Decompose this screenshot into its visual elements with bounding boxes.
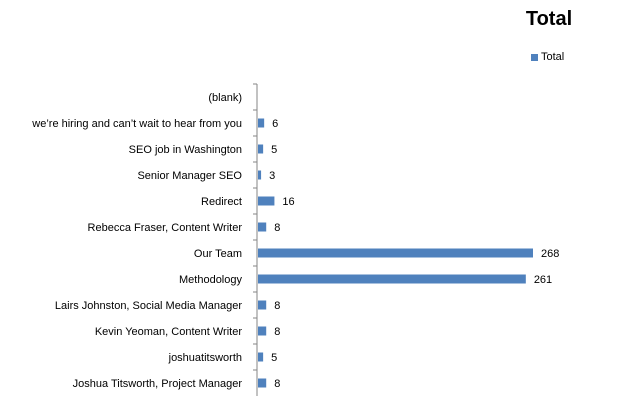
- legend-label: Total: [541, 51, 565, 63]
- category-label: Our Team: [194, 248, 242, 260]
- category-label: Joshua Titsworth, Project Manager: [73, 378, 243, 390]
- bar: [258, 196, 275, 206]
- bar: [258, 144, 264, 154]
- bar: [258, 248, 533, 258]
- category-label: Methodology: [179, 274, 242, 286]
- bar: [258, 300, 267, 310]
- data-label: 261: [534, 274, 552, 286]
- category-label: we’re hiring and can’t wait to hear from…: [31, 118, 242, 130]
- category-label: Lairs Johnston, Social Media Manager: [55, 300, 242, 312]
- data-label: 8: [274, 378, 280, 390]
- bar: [258, 326, 267, 336]
- data-label: 8: [274, 222, 280, 234]
- category-label: joshuatitsworth: [168, 352, 242, 364]
- data-label: 16: [282, 196, 294, 208]
- bar: [258, 378, 267, 388]
- category-label: Rebecca Fraser, Content Writer: [88, 222, 243, 234]
- category-label: Kevin Yeoman, Content Writer: [95, 326, 242, 338]
- bar: [258, 352, 264, 362]
- chart-title: Total: [525, 8, 573, 30]
- category-label: Senior Manager SEO: [137, 170, 242, 182]
- legend: Total: [531, 51, 564, 63]
- data-label: 8: [274, 300, 280, 312]
- data-label: 3: [269, 170, 275, 182]
- data-label: 5: [271, 144, 277, 156]
- category-label: Redirect: [201, 196, 242, 208]
- data-label: 6: [272, 118, 278, 130]
- legend-swatch: [531, 53, 538, 61]
- bar: [258, 274, 526, 284]
- bar: [258, 222, 267, 232]
- category-label: (blank): [208, 92, 242, 104]
- data-label: 5: [271, 352, 277, 364]
- data-label: 268: [541, 248, 559, 260]
- bar: [258, 118, 265, 128]
- data-label: 8: [274, 326, 280, 338]
- category-label: SEO job in Washington: [129, 144, 242, 156]
- bar: [258, 170, 262, 180]
